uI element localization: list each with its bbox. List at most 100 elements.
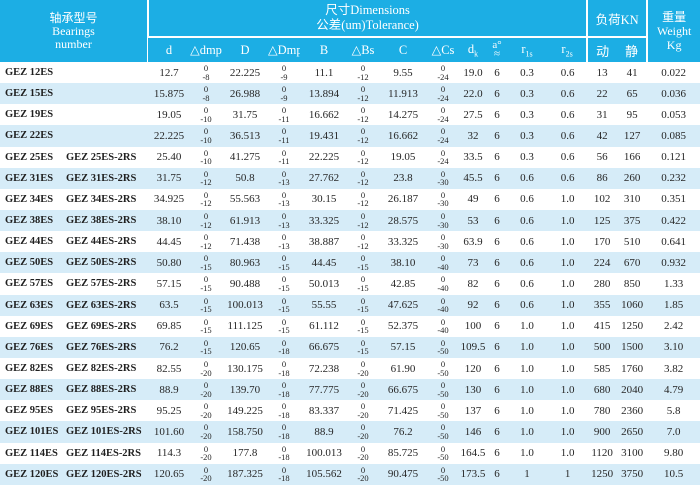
cell-model-es: GEZ 22ES (0, 125, 66, 147)
cell-delta-dmp: 0 -20 (200, 443, 212, 463)
cell-weight: 0.022 (661, 66, 687, 79)
cell-D: 100.013 (222, 294, 269, 316)
cell-delta-Bs: 0 -20 (357, 443, 369, 463)
cell-delta-Dmp: 0 -13 (278, 232, 290, 251)
cell-C: 52.375 (387, 320, 419, 333)
column-header-delta-Cs: △Cs (428, 37, 459, 62)
cell-r2s: 1.0 (548, 336, 588, 358)
cell-r1s: 1 (506, 463, 549, 485)
cell-delta-Dmp: 0 -11 (278, 147, 290, 167)
cell-d: 101.60 (148, 421, 191, 443)
cell-delta-Cs: 0 -30 (428, 209, 459, 232)
cell-B: 83.337 (308, 404, 340, 417)
cell-B: 22.225 (308, 151, 340, 164)
cell-delta-Bs: 0 -12 (348, 209, 379, 232)
cell-delta-Cs: 0 -24 (428, 83, 459, 105)
cell-load-dynamic: 86 (587, 167, 618, 189)
cell-delta-Bs: 0 -15 (348, 294, 379, 316)
cell-r2s: 1.0 (560, 277, 575, 290)
cell-load-static: 65 (617, 83, 648, 105)
cell-weight: 10.5 (647, 463, 700, 485)
cell-delta-dmp: 0 -20 (200, 359, 212, 378)
cell-delta-Bs: 0 -15 (348, 252, 379, 274)
cell-model-es: GEZ 15ES (0, 83, 66, 105)
cell-delta-Dmp: 0 -13 (268, 209, 301, 232)
column-header-B: B (300, 37, 349, 62)
cell-r1s: 0.6 (506, 294, 549, 316)
cell-weight: 0.351 (661, 193, 687, 206)
cell-model-es: GEZ 101ES (0, 421, 66, 443)
cell-weight: 3.82 (664, 362, 684, 375)
cell-delta-Cs: 0 -30 (428, 167, 459, 189)
cell-B: 72.238 (308, 362, 340, 375)
cell-r1s: 0.6 (520, 235, 534, 248)
cell-B: 11.1 (314, 66, 334, 79)
cell-C: 76.2 (378, 421, 429, 443)
cell-a: 6 (494, 277, 500, 290)
cell-delta-Dmp: 0 -18 (268, 421, 301, 443)
table-row: GEZ 101ES GEZ 101ES-2RS 101.60 0 -20 158.750 0… (0, 421, 700, 443)
cell-weight: 2.42 (664, 320, 684, 333)
cell-delta-Dmp: 0 -18 (268, 379, 301, 401)
cell-delta-dmp: 0 -12 (190, 167, 223, 189)
cell-delta-Bs: 0 -20 (357, 401, 369, 420)
cell-model-es: GEZ 57ES (5, 278, 54, 290)
cell-delta-dmp: 0 -8 (202, 63, 210, 82)
cell-d: 31.75 (148, 167, 191, 189)
cell-load-dynamic: 125 (587, 209, 618, 232)
cell-model-es: GEZ 82ES (5, 363, 54, 375)
cell-dk: 33.5 (463, 151, 483, 164)
cell-C: 16.662 (378, 125, 429, 147)
cell-delta-Cs: 0 -30 (437, 189, 449, 209)
cell-load-dynamic: 1120 (591, 447, 613, 460)
cell-model-2rs: GEZ 95ES-2RS (66, 405, 137, 417)
cell-load-static: 2040 (617, 379, 648, 401)
cell-B: 61.112 (309, 320, 339, 333)
cell-r2s: 0.6 (548, 125, 588, 147)
cell-model-es: GEZ 63ES (0, 294, 66, 316)
cell-model-2rs: GEZ 44ES-2RS (66, 236, 137, 248)
cell-C: 14.275 (387, 108, 419, 121)
cell-load-dynamic: 780 (593, 404, 611, 417)
cell-r2s: 0.6 (560, 151, 575, 164)
cell-load-dynamic: 13 (596, 66, 608, 79)
cell-r1s: 0.6 (520, 277, 534, 290)
cell-D: 149.225 (227, 404, 263, 417)
cell-r1s: 0.3 (506, 125, 549, 147)
cell-r2s: 1.0 (560, 193, 575, 206)
cell-B: 13.894 (300, 83, 349, 105)
cell-model-es: GEZ 25ES (5, 151, 54, 163)
header-weight-line3: Kg (666, 38, 682, 52)
cell-delta-dmp: 0 -15 (200, 274, 212, 293)
cell-weight: 0.121 (661, 151, 687, 164)
cell-r1s: 1.0 (506, 421, 549, 443)
cell-r2s: 1.0 (548, 294, 588, 316)
cell-delta-Cs: 0 -24 (437, 105, 449, 124)
cell-model-es: GEZ 12ES (5, 67, 54, 79)
cell-delta-Dmp: 0 -18 (278, 401, 290, 420)
cell-r2s: 1.0 (548, 252, 588, 274)
cell-model-2rs (66, 83, 149, 105)
cell-weight: 3.10 (647, 336, 700, 358)
table-body: GEZ 12ES 12.7 0 -8 22.225 0 -9 11.1 0 -12 9.55 0 -24… (0, 62, 700, 485)
cell-weight: 7.0 (647, 421, 700, 443)
column-header-delta-Bs: △Bs (348, 37, 379, 62)
cell-B: 16.662 (308, 108, 340, 121)
cell-C: 33.325 (387, 235, 419, 248)
cell-a: 6 (494, 320, 500, 333)
cell-delta-Dmp: 0 -9 (268, 83, 301, 105)
cell-delta-Bs: 0 -12 (357, 232, 369, 251)
cell-load-static: 510 (623, 235, 641, 248)
cell-delta-Cs: 0 -50 (428, 336, 459, 358)
cell-model-es: GEZ 76ES (0, 336, 66, 358)
column-header-D: D (222, 37, 269, 62)
cell-D: 55.563 (229, 193, 261, 206)
cell-dk: 19.0 (463, 66, 483, 79)
header-bearings-line3: number (55, 36, 92, 51)
cell-delta-Dmp: 0 -13 (268, 167, 301, 189)
cell-B: 38.887 (308, 235, 340, 248)
cell-dk: 45.5 (458, 167, 489, 189)
cell-D: 50.8 (222, 167, 269, 189)
cell-d: 34.925 (153, 193, 185, 206)
cell-delta-Bs: 0 -12 (348, 83, 379, 105)
